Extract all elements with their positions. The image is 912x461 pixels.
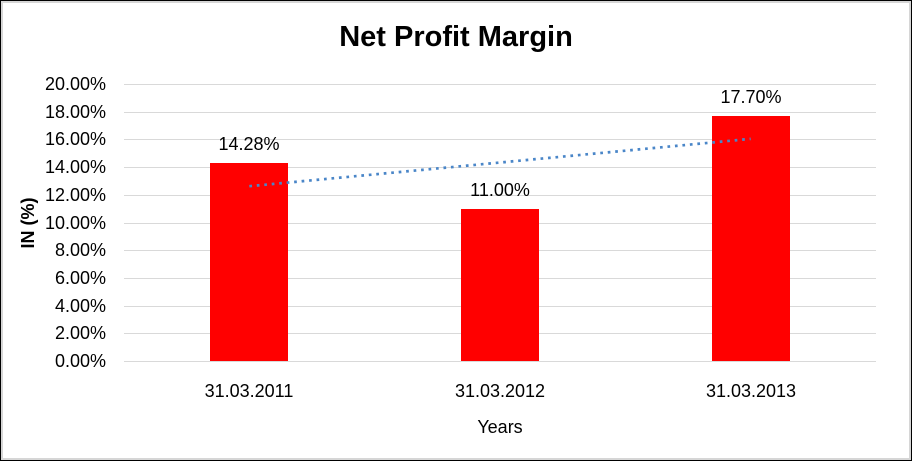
y-tick-label: 14.00% — [44, 157, 106, 177]
gridline — [124, 195, 876, 196]
y-tick-label: 12.00% — [44, 185, 106, 205]
gridline — [124, 84, 876, 85]
gridline — [124, 361, 876, 362]
x-tick-label: 31.03.2013 — [705, 381, 797, 401]
x-tick-label: 31.03.2012 — [454, 381, 546, 401]
y-tick-label: 18.00% — [44, 102, 106, 122]
y-tick-label: 20.00% — [44, 74, 106, 94]
y-tick-label: 0.00% — [54, 351, 106, 371]
y-tick-label: 16.00% — [44, 129, 106, 149]
data-label: 11.00% — [470, 180, 530, 200]
data-label: 17.70% — [720, 87, 782, 107]
gridline — [124, 112, 876, 113]
y-tick-label: 2.00% — [54, 323, 106, 343]
bar-31.03.2012 — [461, 209, 539, 361]
x-tick-label: 31.03.2011 — [204, 381, 294, 401]
y-tick-label: 8.00% — [54, 240, 106, 260]
y-tick-label: 6.00% — [54, 268, 106, 288]
bar-31.03.2013 — [712, 116, 790, 361]
y-tick-label: 4.00% — [54, 296, 106, 316]
chart-title: Net Profit Margin — [339, 21, 573, 53]
bar-31.03.2011 — [210, 163, 288, 361]
x-axis-title: Years — [477, 417, 523, 437]
y-tick-label: 10.00% — [44, 213, 106, 233]
data-label: 14.28% — [218, 134, 280, 154]
